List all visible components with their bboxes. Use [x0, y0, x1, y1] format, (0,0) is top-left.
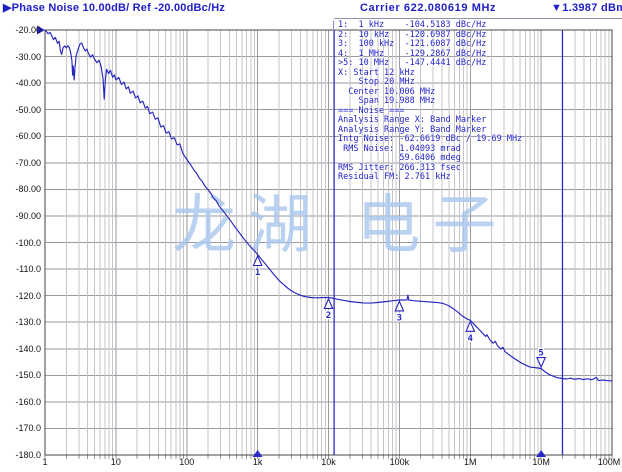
readout-line: Intg Noise: -62.6619 dBc / 19.69 MHz [338, 134, 523, 144]
marker-1-triangle-icon[interactable] [252, 254, 263, 267]
y-axis-tick-label: -70.00 [15, 157, 41, 168]
y-axis-tick-label: -100.0 [15, 237, 41, 248]
y-axis-tick-label: -40.00 [15, 78, 41, 89]
readout-line: Analysis Range Y: Band Marker [338, 124, 487, 135]
readout-line: 3: 100 kHz -121.6087 dBc/Hz [338, 39, 487, 49]
readout-line: Span 19.988 MHz [338, 96, 436, 106]
x-axis-tick-label: 100k [389, 457, 410, 467]
y-axis-tick-label: -90.00 [15, 210, 41, 221]
marker-2-triangle-icon[interactable] [323, 297, 334, 310]
y-axis-tick-label: -180.0 [15, 450, 41, 460]
readout-line: X: Start 12 kHz [338, 67, 415, 78]
readout-line: 4: 1 MHz -129.2867 dBc/Hz [338, 48, 487, 59]
y-axis-tick-label: -20.00 [15, 25, 41, 35]
y-axis-tick-label: -170.0 [15, 423, 41, 434]
x-axis-flag-icon[interactable] [252, 450, 263, 457]
marker-3-triangle-icon[interactable] [394, 300, 405, 312]
readout-line: >5: 10 MHz -147.4441 dBc/Hz [338, 58, 487, 68]
watermark-text: 龙湖 电子 [172, 189, 508, 263]
y-axis-tick-label: -140.0 [15, 343, 41, 354]
readout-line: Residual FM: 2.761 kHz [338, 172, 451, 182]
readout-line: RMS Jitter: 266.313 fsec [338, 162, 461, 173]
x-axis-tick-label: 1k [252, 457, 263, 467]
x-axis-tick-label: 10k [321, 457, 336, 467]
phase-noise-trace [44, 29, 613, 382]
carrier-underline [334, 18, 622, 19]
readout-line: Stop 20 MHz [338, 77, 415, 87]
x-axis-tick-label: 10 [110, 457, 121, 467]
x-axis-tick-label: 10M [532, 457, 550, 467]
carrier-level-marker-icon: ▼ [551, 2, 563, 14]
marker-4-triangle-icon[interactable] [465, 320, 476, 332]
marker-4-number: 4 [468, 334, 474, 344]
carrier-power-label: 1.3987 dBm [562, 2, 622, 14]
x-axis-tick-label: 100M [597, 457, 621, 467]
marker-5-triangle-icon[interactable] [536, 356, 547, 369]
y-axis-tick-label: -150.0 [15, 370, 41, 381]
carrier-power-readout: ▼1.3987 dBm [551, 2, 622, 14]
readout-line: === Noise === [338, 105, 405, 116]
y-axis-tick-label: -110.0 [16, 264, 41, 275]
y-axis-tick-label: -30.00 [15, 51, 41, 62]
plot-border [44, 29, 613, 456]
marker-2-number: 2 [326, 311, 331, 321]
readout-line: 1: 1 kHz -104.5183 dBc/Hz [338, 20, 487, 30]
trace-header: ▶Phase Noise 10.00dB/ Ref -20.00dBc/Hz [3, 1, 225, 14]
readout-line: Analysis Range X: Band Marker [338, 115, 487, 125]
trace-label: Phase Noise 10.00dB/ Ref -20.00dBc/Hz [11, 2, 226, 14]
y-axis-tick-label: -80.00 [15, 184, 41, 195]
x-axis-tick-label: 100 [179, 457, 195, 467]
marker-readout-panel: 1: 1 kHz -104.5183 dBc/Hz 2: 10 kHz -120.… [333, 20, 523, 183]
readout-line: 59.6406 mdeg [338, 153, 461, 163]
marker-1-number: 1 [255, 268, 260, 278]
readout-line: RMS Noise: 1.04093 mrad [338, 143, 461, 154]
readout-line: Center 10.006 MHz [338, 86, 436, 97]
marker-3-number: 3 [397, 313, 402, 323]
active-trace-icon: ▶ [3, 2, 12, 14]
readout-line: 2: 10 kHz -120.6987 dBc/Hz [338, 29, 487, 40]
carrier-frequency-readout: Carrier 622.080619 MHz [360, 2, 496, 14]
x-axis-flag-icon[interactable] [536, 450, 547, 457]
marker-5-number: 5 [538, 349, 543, 359]
ref-level-arrow-icon [37, 25, 45, 35]
x-axis-tick-label: 1 [42, 457, 48, 467]
y-axis-tick-label: -130.0 [15, 317, 41, 328]
x-axis-tick-label: 1M [463, 457, 477, 467]
y-axis-tick-label: -120.0 [15, 290, 41, 301]
y-axis-tick-label: -50.00 [15, 104, 41, 115]
y-axis-tick-label: -160.0 [15, 396, 41, 407]
carrier-frequency-label: Carrier 622.080619 MHz [360, 2, 497, 14]
y-axis-tick-label: -60.00 [15, 131, 41, 142]
